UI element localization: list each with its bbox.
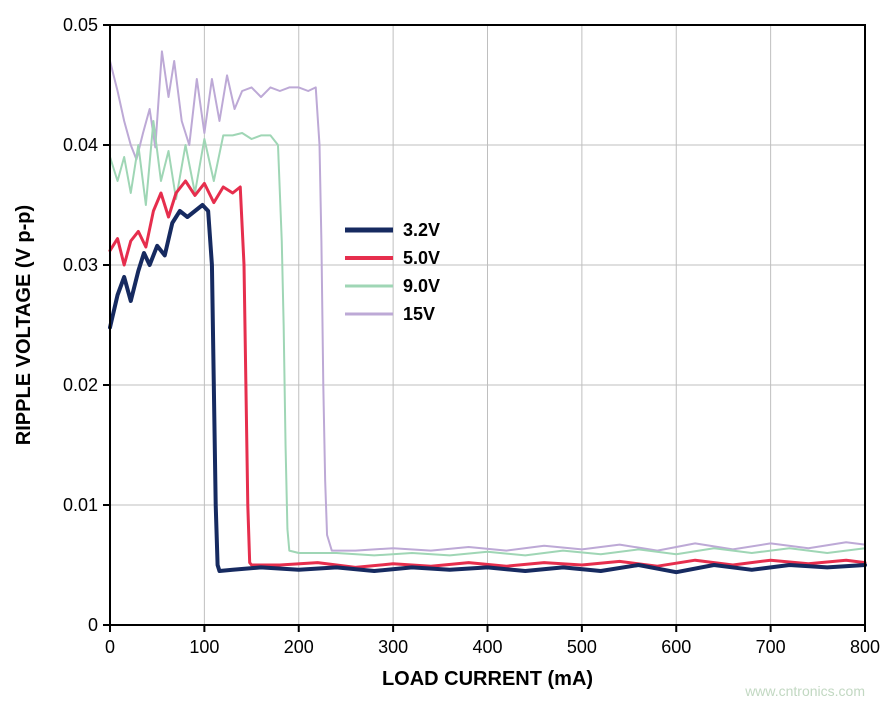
legend-label: 3.2V (403, 220, 440, 240)
y-axis-label: RIPPLE VOLTAGE (V p-p) (13, 205, 35, 445)
legend-label: 9.0V (403, 276, 440, 296)
chart-bg (0, 0, 890, 702)
xtick-label: 800 (850, 637, 880, 657)
ytick-label: 0.04 (63, 135, 98, 155)
chart-container: 0 100 200 300 400 500 600 700 800 0 0.01 0.02 0.03 0.… (0, 0, 890, 702)
ytick-label: 0.03 (63, 255, 98, 275)
xtick-label: 200 (284, 637, 314, 657)
xtick-label: 300 (378, 637, 408, 657)
xtick-label: 100 (189, 637, 219, 657)
watermark: www.cntronics.com (744, 683, 865, 699)
x-axis-label: LOAD CURRENT (mA) (382, 668, 593, 690)
xtick-label: 700 (756, 637, 786, 657)
chart-svg: 0 100 200 300 400 500 600 700 800 0 0.01 0.02 0.03 0.… (0, 0, 890, 702)
legend-label: 5.0V (403, 248, 440, 268)
xtick-label: 0 (105, 637, 115, 657)
xtick-label: 600 (661, 637, 691, 657)
ytick-label: 0.01 (63, 495, 98, 515)
legend-label: 15V (403, 304, 435, 324)
xtick-label: 500 (567, 637, 597, 657)
ytick-label: 0 (88, 615, 98, 635)
ytick-label: 0.02 (63, 375, 98, 395)
xtick-label: 400 (472, 637, 502, 657)
ytick-label: 0.05 (63, 15, 98, 35)
